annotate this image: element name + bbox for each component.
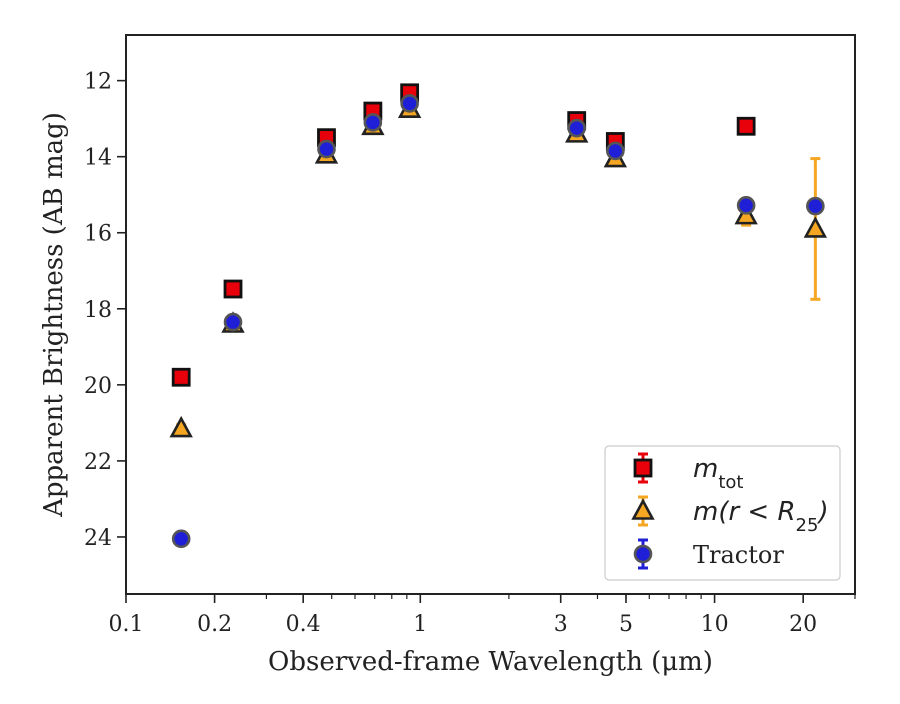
legend: mtot m(r < R25) Tractor: [604, 445, 841, 581]
series-mr25: [169, 96, 828, 438]
marker-circle-point: [567, 118, 587, 138]
marker-triangle-point: [803, 216, 828, 238]
legend-box: [604, 445, 841, 581]
y-tick-label: 24: [84, 526, 112, 551]
legend-label-mtot: mtot: [693, 454, 743, 493]
marker-triangle-point: [169, 415, 193, 438]
marker-circle-point: [806, 196, 825, 216]
x-tick-label: 1: [413, 612, 427, 637]
x-tick-label: 0.1: [109, 612, 144, 637]
marker-circle-legend: [633, 544, 653, 564]
marker-circle-point: [736, 196, 756, 215]
series-mtot: [171, 83, 756, 387]
x-tick-label: 10: [701, 612, 729, 637]
y-tick-label: 12: [84, 70, 112, 95]
marker-circle-point: [317, 139, 336, 159]
x-tick-label: 0.2: [197, 612, 232, 637]
legend-label-mr25: m(r < R25): [693, 497, 829, 536]
x-axis-title: Observed-frame Wavelength (μm): [268, 647, 713, 677]
y-tick-label: 20: [84, 374, 112, 399]
y-tick-label: 14: [84, 146, 112, 171]
y-tick-label: 18: [84, 298, 112, 323]
x-tick-label: 0.4: [286, 612, 321, 637]
marker-square-legend: [633, 458, 653, 478]
marker-circle-point: [171, 529, 191, 549]
x-tick-label: 20: [789, 612, 817, 637]
marker-circle-point: [606, 141, 625, 161]
y-axis-title: Apparent Brightness (AB mag): [39, 112, 69, 518]
marker-circle-point: [400, 94, 419, 113]
marker-triangle-legend: [631, 498, 655, 520]
marker-circle-point: [363, 113, 383, 132]
y-tick-label: 16: [84, 222, 112, 247]
marker-circle-point: [223, 312, 243, 332]
plot-frame: [125, 34, 856, 595]
x-tick-label: 3: [554, 612, 568, 637]
x-tick-label: 5: [619, 612, 633, 637]
marker-square-point: [171, 367, 191, 387]
legend-label-tractor: Tractor: [693, 541, 784, 569]
marker-square-point: [223, 279, 243, 299]
marker-square-point: [736, 116, 756, 136]
series-tractor: [171, 94, 825, 549]
y-tick-label: 22: [84, 450, 112, 475]
